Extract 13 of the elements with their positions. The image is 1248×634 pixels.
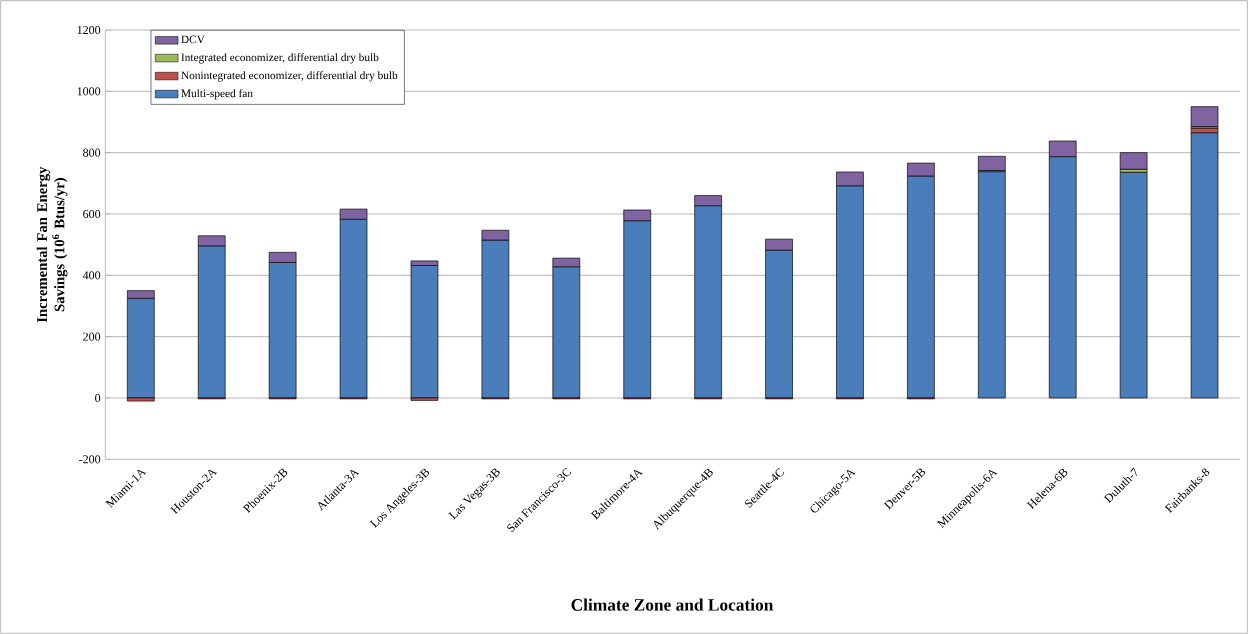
y-tick-label: 1000	[77, 87, 101, 96]
y-tick-label: 600	[83, 209, 101, 219]
y-tick-label: 1200	[77, 25, 101, 35]
legend-label: Nonintegrated economizer, differential dry bulb	[181, 71, 398, 82]
y-tick-label: 0	[95, 393, 101, 403]
y-tick-label: 200	[83, 332, 101, 341]
y-tick-label: 800	[83, 148, 101, 157]
legend-label: DCV	[181, 35, 205, 44]
y-tick-label: 400	[82, 271, 101, 280]
x-axis-title: Climate Zone and Location	[571, 598, 774, 611]
y-tick-label: -200	[79, 455, 101, 464]
legend-label: Integrated economizer, differential dry bulb	[181, 53, 379, 64]
legend-label: Multi-speed fan	[181, 89, 253, 100]
